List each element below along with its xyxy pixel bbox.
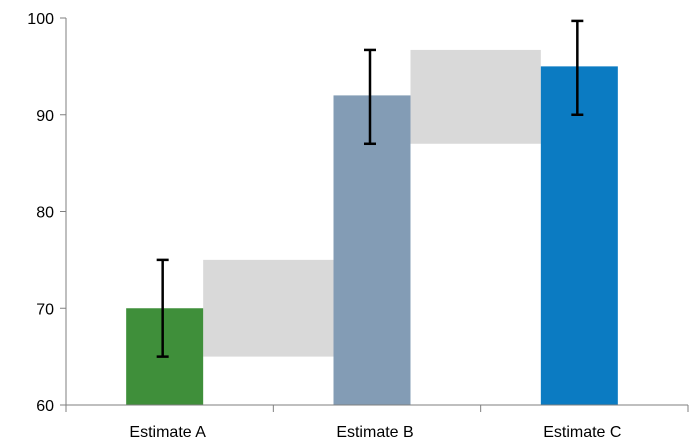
error-bar-estimate-c: [571, 19, 584, 116]
y-tick-label-90: 90: [36, 108, 54, 125]
bar-estimate-c: [540, 66, 618, 405]
y-tick-label-70: 70: [36, 301, 54, 318]
x-tick-label-estimate-a: Estimate A: [129, 424, 206, 441]
axes: [60, 17, 689, 412]
x-tick-label-estimate-b: Estimate B: [336, 424, 413, 441]
error-bar-estimate-b: [364, 48, 376, 146]
y-tick-label-60: 60: [36, 398, 54, 415]
connector-band-1: [203, 259, 334, 357]
bar-estimate-b: [333, 95, 411, 406]
error-bars: [156, 19, 584, 358]
error-bar-estimate-a: [156, 258, 169, 358]
axis-labels: 60 70 80 90 100 Estimate A Estimate B Estimate …: [27, 11, 621, 441]
y-tick-label-80: 80: [36, 205, 54, 222]
connector-band-2: [410, 49, 541, 144]
y-tick-label-100: 100: [27, 11, 54, 28]
x-tick-label-estimate-c: Estimate C: [543, 424, 621, 441]
connector-bands: [203, 49, 541, 357]
bars: [126, 66, 618, 406]
